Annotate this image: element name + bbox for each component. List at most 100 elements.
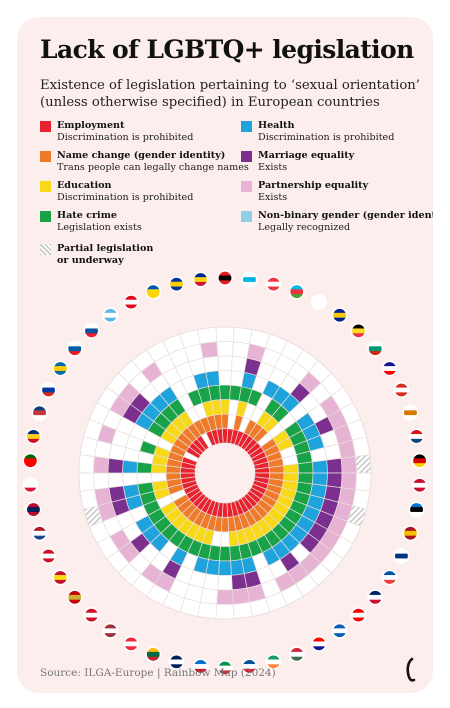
cell-education <box>220 531 230 547</box>
flag-ring <box>22 270 428 676</box>
legend-sub: Discrimination is prohibited <box>57 192 194 203</box>
legend-sub: Discrimination is prohibited <box>57 132 194 143</box>
cell-nonbinary <box>197 601 218 620</box>
legend-swatch-health <box>241 121 252 132</box>
country-flag-icon <box>192 271 209 288</box>
country-flag-icon <box>331 622 348 639</box>
country-flag-icon <box>265 653 282 670</box>
cell-education <box>283 463 299 474</box>
chart-cells <box>78 326 372 620</box>
country-flag-icon <box>168 653 185 670</box>
country-flag-icon <box>381 569 398 586</box>
cell-health <box>311 459 328 474</box>
legend-title: Hate crime <box>57 210 117 221</box>
legend-sub: Trans people can legally change names <box>57 162 249 173</box>
legend-swatch-name-change <box>40 151 51 162</box>
legend-swatch-partial <box>40 244 51 255</box>
legend-sub: Discrimination is prohibited <box>258 132 395 143</box>
country-flag-icon <box>52 360 69 377</box>
cell-nonbinary <box>197 326 218 345</box>
country-flag-icon <box>367 340 384 357</box>
legend-title-line2: or underway <box>57 255 124 266</box>
legend-swatch-nonbinary <box>241 211 252 222</box>
country-flag-icon <box>331 307 348 324</box>
country-flag-icon <box>123 294 140 311</box>
legend-swatch-partnership <box>241 181 252 192</box>
country-flag-icon <box>411 477 428 494</box>
country-flag-icon <box>265 276 282 293</box>
country-flag-icon <box>310 294 327 311</box>
legend-swatch-hate-crime <box>40 211 51 222</box>
legend-title: Education <box>57 180 112 191</box>
brand-logo-icon <box>406 657 416 682</box>
outer-ring <box>78 326 372 620</box>
country-flag-icon <box>31 404 48 421</box>
legend-title: Marriage equality <box>258 150 355 161</box>
country-flag-icon <box>241 271 258 288</box>
legend-swatch-employment <box>40 121 51 132</box>
legend-title: Name change (gender identity) <box>57 150 226 161</box>
country-flag-icon <box>40 381 57 398</box>
cell-marriage <box>231 573 248 591</box>
country-flag-icon <box>381 360 398 377</box>
cell-hate_crime <box>219 384 231 401</box>
cell-nonbinary <box>78 454 95 474</box>
country-flag-icon <box>66 589 83 606</box>
country-flag-icon <box>66 340 83 357</box>
country-flag-icon <box>22 452 39 469</box>
cell-partnership <box>340 472 357 490</box>
country-flag-icon <box>40 548 57 565</box>
cell-partnership <box>231 587 251 605</box>
cell-health <box>311 472 328 487</box>
legend-swatch-marriage <box>241 151 252 162</box>
cell-nonbinary <box>232 326 253 345</box>
cell-hate_crime <box>219 545 231 562</box>
country-flag-icon <box>145 283 162 300</box>
cell-education <box>220 399 230 415</box>
country-flag-icon <box>367 589 384 606</box>
country-flag-icon <box>25 428 42 445</box>
country-flag-icon <box>408 501 425 518</box>
cell-hate_crime <box>297 461 314 474</box>
cell-partnership <box>340 456 357 474</box>
cell-nonbinary <box>215 603 235 620</box>
cell-nonbinary <box>355 454 372 474</box>
country-flag-icon <box>288 283 305 300</box>
country-flag-icon <box>52 569 69 586</box>
cell-health <box>218 560 232 576</box>
cell-marriage <box>217 355 233 372</box>
cell-health <box>218 370 232 386</box>
cell-nonbinary <box>78 472 95 492</box>
country-flag-icon <box>408 428 425 445</box>
legend-title: Health <box>258 120 295 131</box>
cell-health <box>122 472 139 487</box>
cell-partnership <box>199 341 219 359</box>
country-flag-icon <box>123 635 140 652</box>
country-flag-icon <box>411 452 428 469</box>
cell-marriage <box>326 472 343 489</box>
legend-sub: Legislation exists <box>57 222 142 233</box>
country-flag-icon <box>83 322 100 339</box>
country-flag-icon <box>241 658 258 675</box>
legend-title: Employment <box>57 120 125 131</box>
cell-nonbinary <box>355 472 372 492</box>
cell-marriage <box>202 355 219 373</box>
legend-sub: Exists <box>258 192 288 203</box>
country-flag-icon <box>402 404 419 421</box>
legend-sub: Legally recognized <box>258 222 351 233</box>
subtitle: Existence of legislation pertaining to ‘… <box>40 78 420 110</box>
cell-marriage <box>326 457 343 474</box>
country-flag-icon <box>145 646 162 663</box>
cell-nonbinary <box>232 601 253 620</box>
country-flag-icon <box>350 607 367 624</box>
cell-marriage <box>107 472 124 489</box>
country-flag-icon <box>288 646 305 663</box>
cell-health <box>122 459 139 474</box>
country-flag-icon <box>402 525 419 542</box>
cell-partnership <box>93 472 110 490</box>
country-flag-icon <box>25 501 42 518</box>
cell-partnership <box>216 589 234 605</box>
cell-hate_crime <box>136 472 153 485</box>
country-flag-icon <box>22 477 39 494</box>
cell-health <box>205 370 220 387</box>
